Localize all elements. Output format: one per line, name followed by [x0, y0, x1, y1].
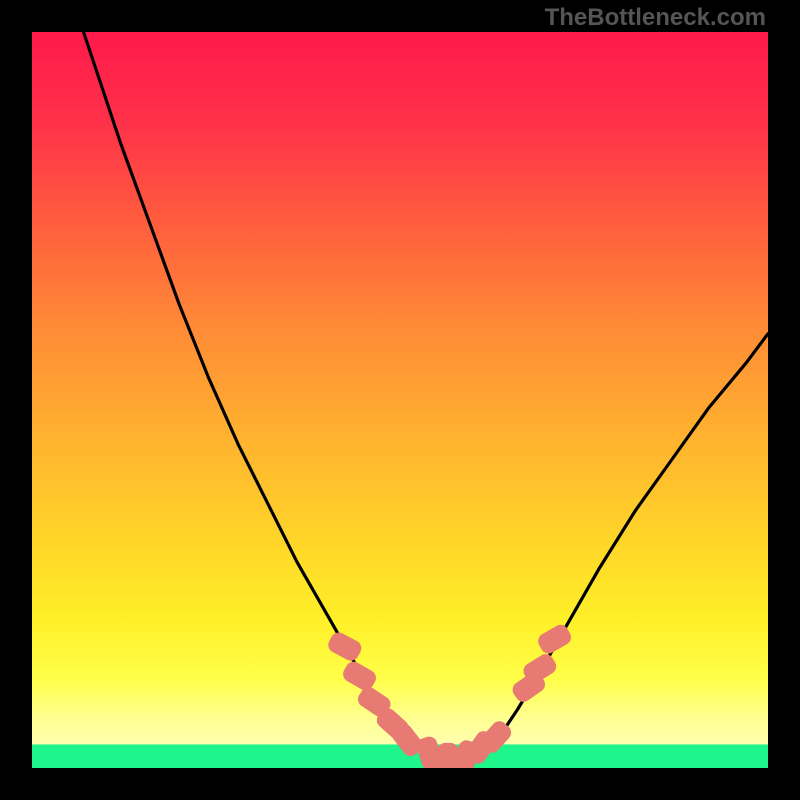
watermark-text: TheBottleneck.com: [545, 4, 766, 32]
gradient-background: [32, 32, 768, 768]
bottom-band: [32, 744, 768, 768]
chart-stage: TheBottleneck.com: [0, 0, 800, 800]
bottleneck-curve-chart: [32, 32, 768, 768]
